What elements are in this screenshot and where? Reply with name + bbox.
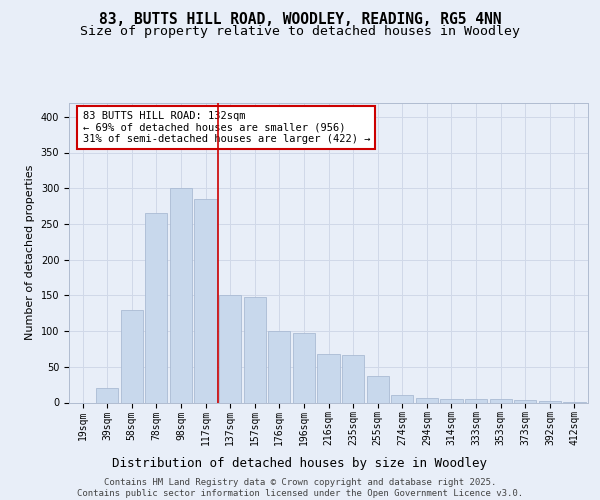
Bar — [121, 310, 143, 402]
Bar — [219, 296, 241, 403]
Bar — [490, 399, 512, 402]
Bar — [416, 398, 438, 402]
Text: Distribution of detached houses by size in Woodley: Distribution of detached houses by size … — [113, 458, 487, 470]
Bar — [514, 400, 536, 402]
Bar — [539, 401, 561, 402]
Bar — [244, 297, 266, 403]
Bar — [440, 399, 463, 402]
Text: 83 BUTTS HILL ROAD: 132sqm
← 69% of detached houses are smaller (956)
31% of sem: 83 BUTTS HILL ROAD: 132sqm ← 69% of deta… — [83, 111, 370, 144]
Bar — [145, 213, 167, 402]
Bar — [170, 188, 192, 402]
Text: Size of property relative to detached houses in Woodley: Size of property relative to detached ho… — [80, 25, 520, 38]
Y-axis label: Number of detached properties: Number of detached properties — [25, 165, 35, 340]
Bar — [465, 399, 487, 402]
Bar — [367, 376, 389, 402]
Bar — [293, 332, 315, 402]
Bar — [317, 354, 340, 403]
Bar — [194, 199, 217, 402]
Bar — [268, 331, 290, 402]
Bar — [96, 388, 118, 402]
Text: Contains HM Land Registry data © Crown copyright and database right 2025.
Contai: Contains HM Land Registry data © Crown c… — [77, 478, 523, 498]
Bar — [391, 396, 413, 402]
Text: 83, BUTTS HILL ROAD, WOODLEY, READING, RG5 4NN: 83, BUTTS HILL ROAD, WOODLEY, READING, R… — [99, 12, 501, 28]
Bar — [342, 354, 364, 403]
